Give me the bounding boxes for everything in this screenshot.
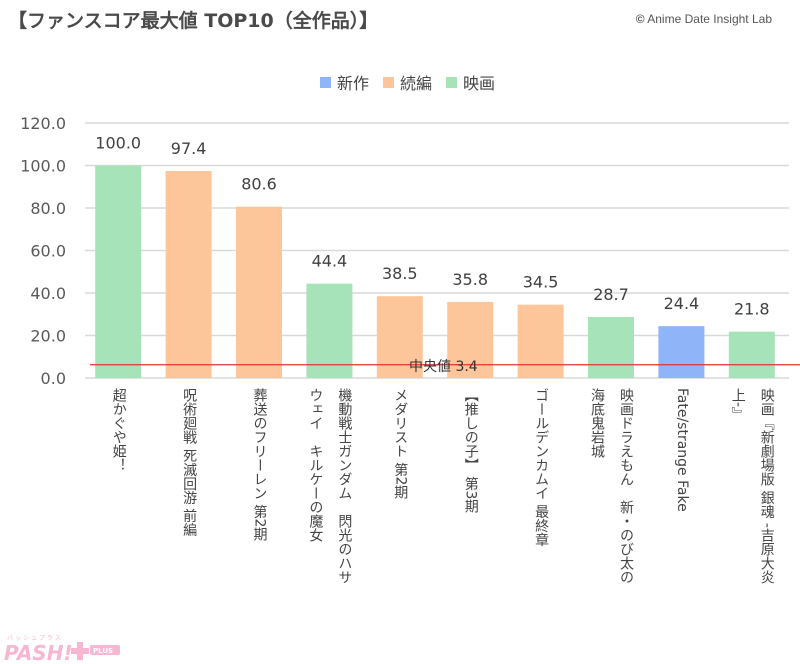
copyright-icon: © — [635, 12, 645, 26]
legend: 新作 続編 映画 — [320, 70, 495, 94]
x-tick-label: 超かぐや姫！ — [110, 388, 127, 472]
x-tick-label: 呪術廻戦 死滅回游 前編 — [181, 388, 198, 537]
bar — [728, 331, 775, 378]
bar — [658, 326, 705, 378]
data-label: 97.4 — [171, 139, 207, 158]
median-label: 中央値 3.4 — [409, 359, 478, 375]
bar — [588, 317, 634, 378]
data-label: 38.5 — [382, 264, 418, 283]
data-label: 44.4 — [312, 252, 348, 271]
x-tick-label: 【推しの子】 第3期 — [462, 388, 479, 514]
pash-plus-logo: パッシュプラス PASH! PLUS — [4, 635, 120, 662]
y-tick-label: 20.0 — [30, 327, 66, 346]
x-tick-label: メダリスト 第2期 — [392, 388, 409, 500]
y-tick-label: 0.0 — [41, 369, 66, 388]
x-tick-label: Fate/strange Fake — [673, 388, 690, 512]
x-axis-labels: 超かぐや姫！ 呪術廻戦 死滅回游 前編 葬送のフリーレン 第2期 機動戦士ガンダム 閃… — [0, 388, 800, 638]
x-tick-label: 映画ドラえもん 新・のび太の 海底鬼岩城 — [589, 388, 634, 584]
svg-text:PASH!: PASH! — [4, 641, 73, 662]
bar — [236, 206, 282, 378]
data-label: 80.6 — [241, 175, 277, 194]
legend-swatch-sequel — [383, 76, 395, 88]
bar-chart: 0.0 20.0 40.0 60.0 80.0 100.0 120.0 100.0 97.4 80… — [20, 114, 800, 388]
svg-text:パッシュプラス: パッシュプラス — [7, 635, 63, 642]
bar — [306, 283, 353, 378]
x-tick-label: 映画『新劇場版 銀魂 -吉原大炎 上-』 — [729, 388, 775, 584]
data-label: 24.4 — [664, 294, 700, 313]
y-tick-label: 100.0 — [20, 157, 66, 176]
legend-label-sequel: 続編 — [400, 74, 433, 93]
legend-swatch-new — [320, 76, 331, 88]
y-tick-label: 80.0 — [30, 199, 66, 218]
data-label: 100.0 — [95, 134, 141, 153]
bar — [517, 304, 564, 378]
x-tick-label: 機動戦士ガンダム 閃光のハサ ウェイ キルケーの魔女 — [307, 388, 353, 584]
bar — [95, 165, 142, 378]
legend-label-new: 新作 — [337, 74, 370, 93]
legend-item-new: 新作 — [320, 70, 369, 94]
bar — [165, 171, 212, 378]
data-label: 21.8 — [734, 300, 770, 319]
x-tick-label: 葬送のフリーレン 第2期 — [251, 388, 268, 542]
y-tick-label: 120.0 — [20, 114, 66, 133]
y-tick-label: 60.0 — [30, 242, 66, 261]
data-label: 28.7 — [593, 285, 629, 304]
legend-swatch-movie — [446, 76, 458, 88]
data-label: 34.5 — [523, 273, 559, 292]
legend-label-movie: 映画 — [463, 74, 496, 93]
credit: © Anime Date Insight Lab — [636, 12, 772, 26]
chart-title: 【ファンスコア最大値 TOP10（全作品）】 — [8, 10, 379, 32]
credit-text: Anime Date Insight Lab — [647, 12, 772, 26]
x-tick-label: ゴールデンカムイ 最終章 — [533, 388, 550, 547]
legend-item-movie: 映画 — [446, 70, 495, 94]
svg-text:PLUS: PLUS — [93, 647, 113, 655]
data-label: 35.8 — [452, 270, 488, 289]
legend-item-sequel: 続編 — [383, 70, 432, 94]
y-tick-label: 40.0 — [30, 284, 66, 303]
